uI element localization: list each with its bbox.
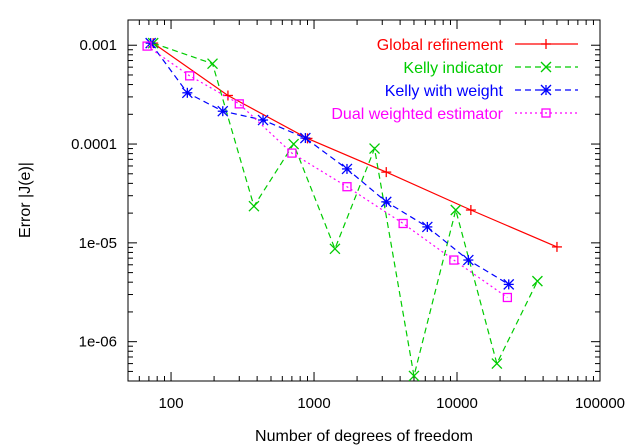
y-axis-title: Error |J(e)| (17, 162, 34, 238)
data-point-kelly-with-weight (341, 163, 353, 175)
plot-frame (127, 19, 601, 382)
legend-entry-kelly-indicator: Kelly indicator (403, 60, 578, 77)
legend-marker (540, 84, 552, 96)
y-tick-label: 1e-06 (79, 334, 117, 351)
data-point-global-refinement (381, 167, 392, 178)
data-point-kelly-with-weight (181, 87, 193, 99)
series-line-global-refinement (152, 42, 558, 248)
x-axis-title: Number of degrees of freedom (255, 428, 473, 445)
data-point-kelly-with-weight (421, 221, 433, 233)
data-point-global-refinement (551, 241, 562, 252)
data-point-dual-weighted-estimator (502, 292, 513, 303)
data-point-kelly-indicator (491, 358, 503, 370)
x-tick-labels: 100 1000 10000 100000 (159, 395, 626, 412)
x-tick-label: 1000 (297, 395, 330, 412)
data-point-kelly-indicator (531, 275, 543, 287)
data-point-dual-weighted-estimator (185, 71, 195, 81)
series-dual-weighted-estimator (142, 41, 513, 303)
data-point-kelly-with-weight (257, 114, 269, 126)
legend-label: Kelly with weight (385, 83, 504, 100)
series-global-refinement (148, 38, 562, 252)
data-point-kelly-with-weight (503, 278, 515, 290)
axis-ticks (127, 20, 601, 382)
y-tick-label: 0.001 (79, 37, 117, 54)
data-point-kelly-with-weight (462, 254, 474, 266)
x-tick-label: 100000 (575, 395, 625, 412)
data-point-dual-weighted-estimator (342, 182, 352, 192)
data-point-global-refinement (222, 90, 233, 101)
data-point-kelly-indicator (450, 204, 462, 216)
series-layer (142, 37, 562, 381)
y-tick-labels: 0.001 0.0001 1e-05 1e-06 (71, 37, 117, 350)
data-point-kelly-indicator (248, 200, 260, 212)
x-tick-label: 100 (159, 395, 184, 412)
legend-entry-global-refinement: Global refinement (377, 37, 578, 54)
data-point-kelly-indicator (369, 143, 381, 155)
data-point-kelly-with-weight (299, 132, 311, 144)
series-line-kelly-indicator (152, 42, 538, 377)
legend-label: Dual weighted estimator (331, 106, 503, 123)
legend-entry-dual-weighted-estimator: Dual weighted estimator (331, 106, 578, 123)
legend-label: Kelly indicator (403, 60, 503, 77)
legend-marker (540, 61, 552, 73)
legend-marker (541, 39, 551, 49)
data-point-dual-weighted-estimator (287, 148, 297, 158)
data-point-kelly-indicator (207, 58, 218, 70)
legend-label: Global refinement (377, 37, 504, 54)
data-point-global-refinement (465, 205, 476, 216)
data-point-kelly-indicator (329, 243, 341, 255)
series-kelly-with-weight (145, 37, 515, 290)
legend: Global refinement Kelly indicator Kelly wi… (331, 37, 578, 123)
data-point-kelly-indicator (288, 138, 300, 150)
x-tick-label: 10000 (436, 395, 478, 412)
legend-marker (541, 108, 551, 118)
data-point-dual-weighted-estimator (234, 99, 244, 109)
data-point-kelly-with-weight (217, 105, 229, 117)
data-point-kelly-with-weight (380, 196, 392, 208)
data-point-dual-weighted-estimator (142, 41, 152, 51)
series-line-kelly-with-weight (150, 42, 510, 285)
data-point-dual-weighted-estimator (398, 218, 408, 229)
data-point-dual-weighted-estimator (449, 255, 459, 265)
series-line-dual-weighted-estimator (146, 45, 508, 298)
legend-entry-kelly-with-weight: Kelly with weight (385, 83, 578, 100)
y-tick-label: 0.0001 (71, 136, 117, 153)
data-point-kelly-indicator (408, 370, 420, 381)
y-tick-label: 1e-05 (79, 235, 117, 252)
